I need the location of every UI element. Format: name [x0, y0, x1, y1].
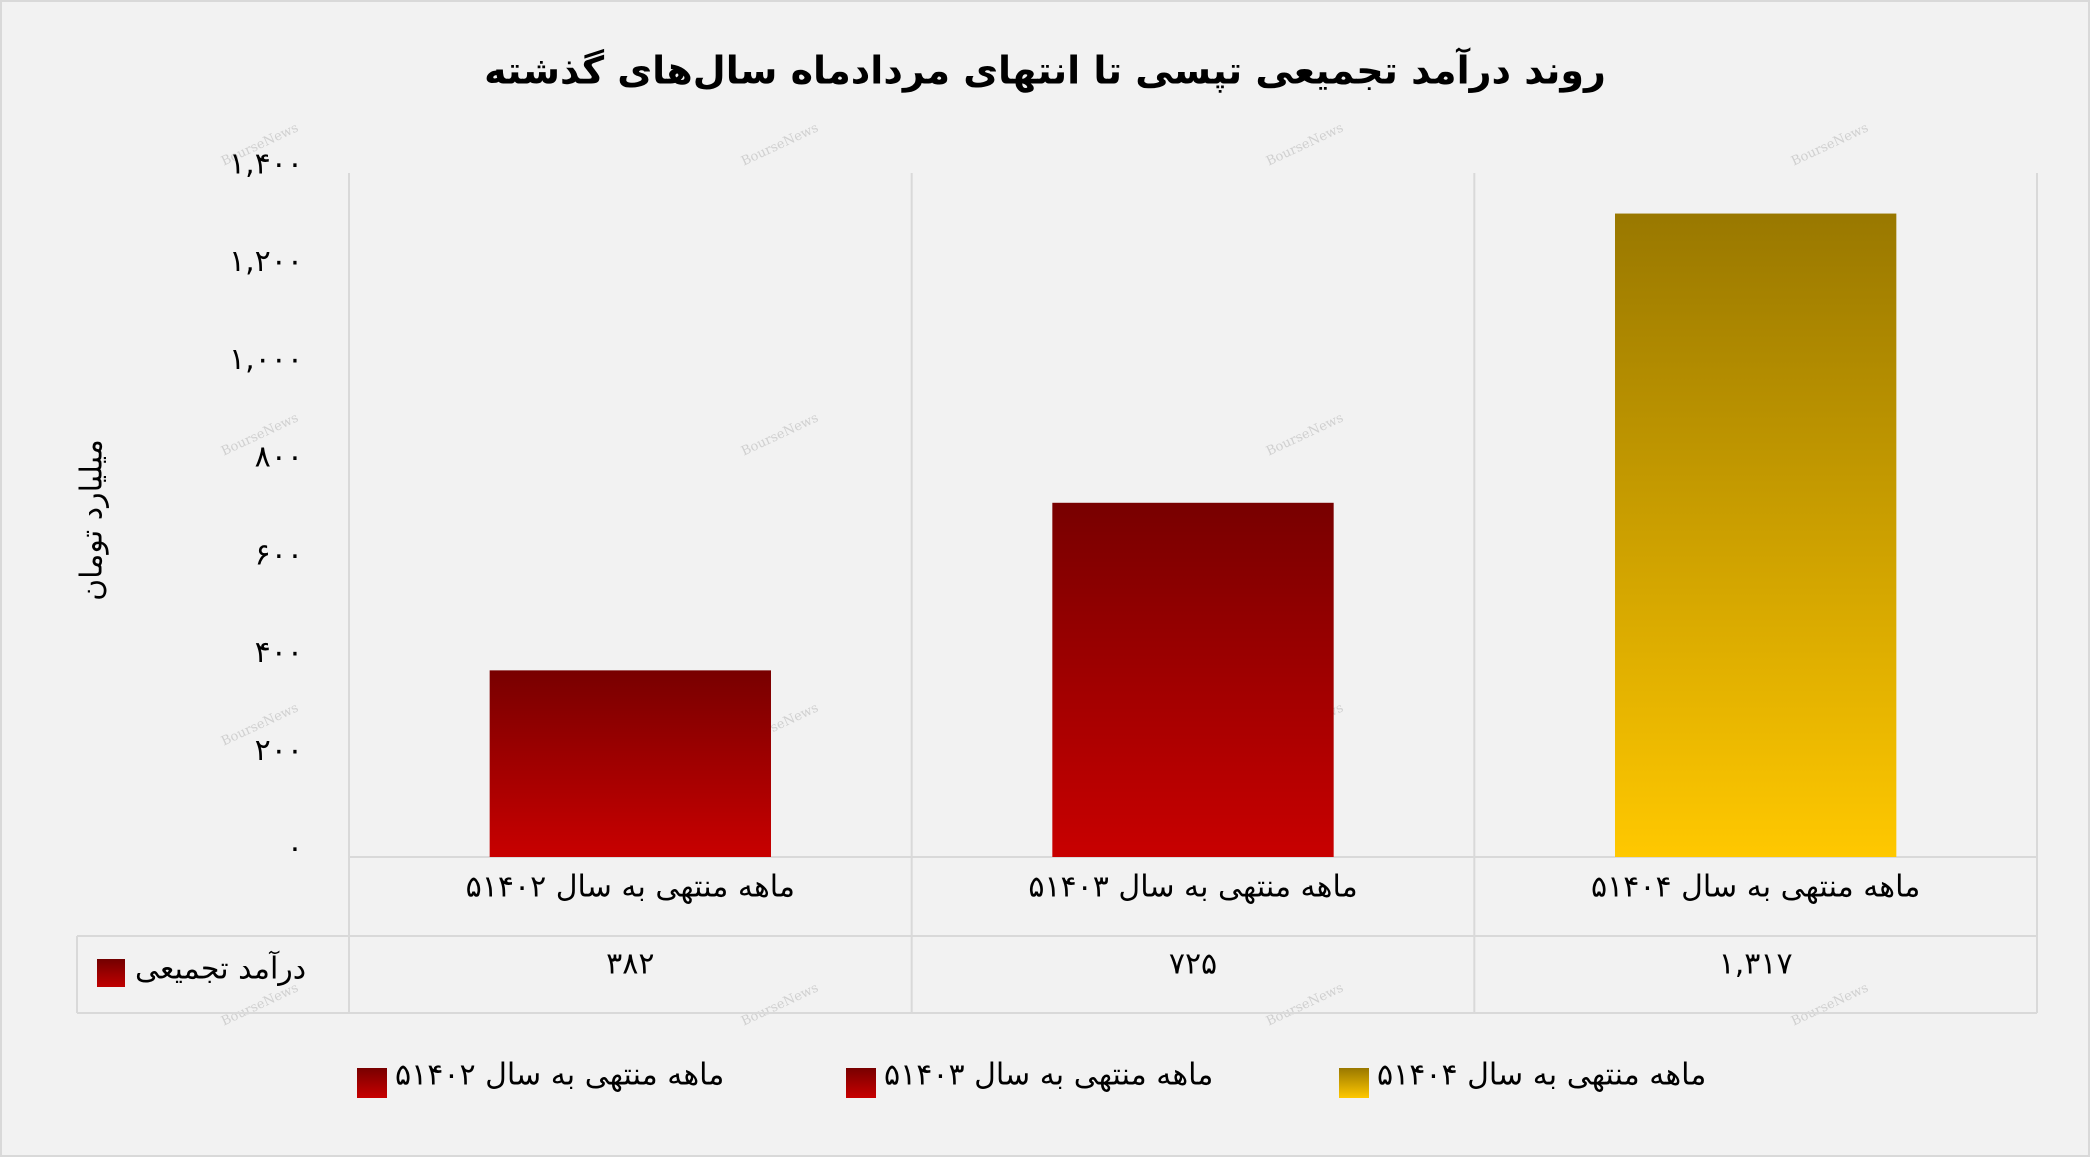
y-tick-label: ۴۰۰: [255, 635, 303, 670]
legend-swatch: [1339, 1068, 1369, 1098]
table-value: ۱,۳۱۷: [1719, 947, 1793, 982]
bar: [489, 670, 771, 857]
legend-label: ۵ماهه منتهی به سال ۱۴۰۲: [395, 1058, 724, 1093]
x-tick-label: ۵ماهه منتهی به سال ۱۴۰۴: [1591, 870, 1920, 905]
table-swatch: [97, 959, 125, 987]
legend-swatch: [846, 1068, 876, 1098]
bar: [1615, 213, 1897, 858]
table-value: ۳۸۲: [606, 947, 654, 982]
y-tick-label: ۰: [287, 831, 303, 866]
y-tick-label: ۲۰۰: [255, 733, 303, 768]
y-tick-label: ۱,۴۰۰: [229, 147, 303, 182]
x-tick-label: ۵ماهه منتهی به سال ۱۴۰۲: [466, 870, 795, 905]
legend-label: ۵ماهه منتهی به سال ۱۴۰۳: [884, 1058, 1213, 1093]
legend-swatch: [357, 1068, 387, 1098]
y-tick-label: ۱,۰۰۰: [229, 342, 303, 377]
y-axis-label: میلیارد تومان: [75, 439, 110, 601]
y-tick-label: ۱,۲۰۰: [229, 244, 303, 279]
table-row-label: درآمد تجمیعی: [135, 951, 306, 987]
bar: [1052, 502, 1334, 857]
legend-label: ۵ماهه منتهی به سال ۱۴۰۴: [1377, 1058, 1706, 1093]
y-tick-label: ۶۰۰: [255, 537, 303, 572]
chart-title: روند درآمد تجمیعی تپسی تا انتهای مردادما…: [484, 47, 1606, 94]
y-tick-label: ۸۰۰: [255, 440, 303, 475]
table-value: ۷۲۵: [1169, 947, 1217, 982]
x-tick-label: ۵ماهه منتهی به سال ۱۴۰۳: [1028, 870, 1357, 905]
